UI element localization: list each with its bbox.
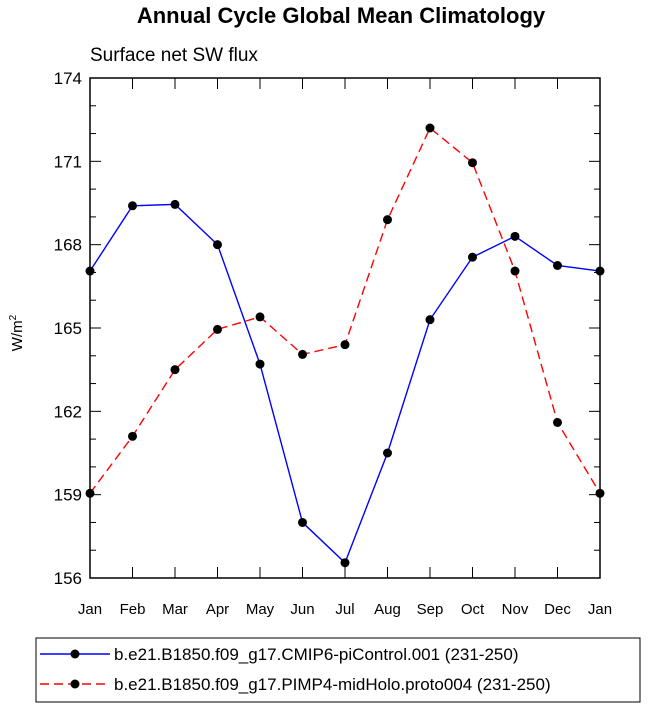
y-axis-tick-labels: 156 159 162 165 168 171 174 — [54, 69, 82, 588]
y-tick-label: 159 — [54, 486, 82, 505]
x-tick-label: Jan — [78, 601, 102, 618]
data-point-series-1 — [553, 261, 562, 270]
x-tick-label: Apr — [206, 601, 229, 618]
x-tick-label: Feb — [120, 601, 146, 618]
data-point-series-2 — [213, 324, 222, 334]
data-point-series-1 — [595, 266, 605, 276]
series-line-2 — [89, 126, 601, 494]
data-point-series-1 — [425, 315, 435, 325]
data-point-series-2 — [255, 312, 265, 322]
legend-box — [35, 637, 641, 703]
x-tick-label: Aug — [374, 601, 401, 618]
data-point-series-1 — [298, 517, 307, 527]
data-point-series-2 — [510, 266, 520, 276]
plot-area — [89, 77, 601, 579]
data-point-series-2 — [298, 349, 307, 359]
data-point-series-2 — [383, 215, 392, 225]
data-point-series-2 — [170, 365, 180, 375]
x-tick-label: May — [246, 601, 275, 618]
y-tick-label: 168 — [54, 236, 82, 255]
x-tick-label: Dec — [544, 601, 571, 618]
x-tick-label: Jul — [335, 601, 354, 618]
x-tick-label: Nov — [502, 601, 529, 618]
legend: b.e21.B1850.f09_g17.CMIP6-piControl.001 … — [35, 637, 641, 703]
data-point-series-1 — [510, 231, 520, 241]
data-point-series-2 — [468, 158, 477, 168]
plot-frame — [89, 77, 601, 579]
data-point-series-1 — [85, 266, 95, 276]
x-tick-label: Sep — [417, 601, 444, 618]
series-layer — [85, 123, 605, 568]
data-point-series-2 — [425, 123, 435, 133]
data-point-series-2 — [595, 488, 605, 498]
y-tick-label: 174 — [54, 69, 82, 88]
data-point-series-2 — [85, 488, 95, 498]
x-tick-label: Jan — [588, 601, 612, 618]
data-point-series-2 — [553, 417, 562, 427]
data-point-series-1 — [468, 252, 477, 262]
y-tick-label: 156 — [54, 569, 82, 588]
axis-ticks — [89, 77, 601, 579]
x-axis-tick-labels: Jan Feb Mar Apr May Jun Jul Aug Sep Oct Nov Dec Jan — [78, 601, 612, 618]
legend-marker-2 — [70, 679, 80, 689]
x-tick-label: Mar — [162, 601, 188, 618]
data-point-series-1 — [213, 240, 222, 250]
data-point-series-2 — [128, 431, 137, 441]
legend-label-1: b.e21.B1850.f09_g17.CMIP6-piControl.001 … — [114, 645, 519, 664]
data-point-series-1 — [340, 558, 350, 568]
data-point-series-2 — [340, 340, 350, 350]
chart-title: Annual Cycle Global Mean Climatology — [137, 3, 546, 28]
legend-marker-1 — [70, 649, 80, 659]
y-tick-label: 165 — [54, 319, 82, 338]
y-axis-label: W/m2 — [8, 314, 26, 351]
data-point-series-1 — [170, 199, 180, 209]
data-point-series-1 — [128, 201, 137, 211]
chart-subtitle: Surface net SW flux — [90, 45, 258, 66]
data-point-series-1 — [255, 359, 265, 369]
data-point-series-1 — [383, 448, 392, 458]
legend-label-2: b.e21.B1850.f09_g17.PIMP4-midHolo.proto0… — [114, 675, 551, 694]
y-tick-label: 162 — [54, 402, 82, 421]
x-tick-label: Oct — [461, 601, 485, 618]
x-tick-label: Jun — [290, 601, 314, 618]
y-tick-label: 171 — [54, 152, 82, 171]
